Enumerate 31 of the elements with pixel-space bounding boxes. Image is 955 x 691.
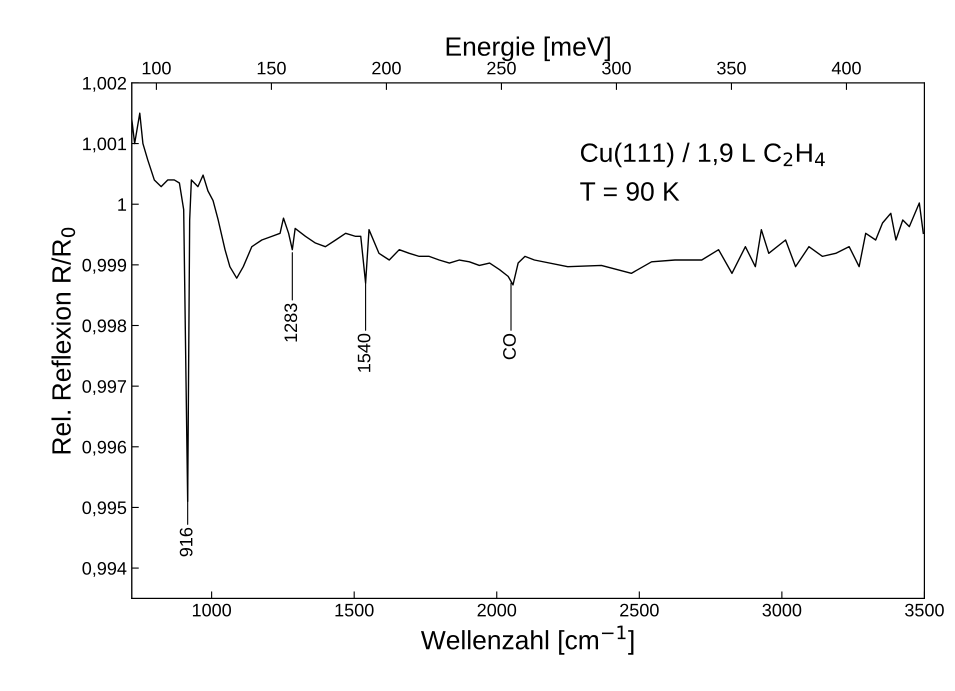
y-tick-label: 0,998 [82, 319, 126, 334]
x2-tick-label: 100 [142, 62, 171, 74]
annotation: CO [503, 334, 516, 360]
x2-tick-label: 200 [372, 62, 401, 74]
x2-axis-title: Energie [meV] [446, 36, 610, 62]
x-tick-label: 1500 [335, 604, 374, 617]
annotation: 1540 [358, 334, 370, 372]
annotation: T = 90 K [580, 182, 680, 201]
x-tick-label: 3500 [905, 604, 944, 617]
x2-tick-label: 150 [258, 62, 286, 74]
x-tick-label: 2500 [620, 604, 659, 617]
annotation: 916 [180, 528, 193, 556]
y-tick-label: 0,994 [82, 562, 126, 577]
x2-tick-label: 350 [717, 62, 746, 74]
x2-tick-label: 400 [832, 62, 861, 74]
y-tick-label: 0,995 [82, 501, 126, 516]
x2-tick-label: 300 [602, 62, 631, 74]
y-tick-label: 1,002 [83, 76, 126, 92]
y-axis-title: Rel. Reflexion R/R$_{0}$ [51, 228, 76, 454]
x-tick-label: 3000 [762, 604, 802, 617]
annotation: 1283 [284, 304, 298, 342]
x-tick-label: 1000 [192, 604, 232, 617]
y-tick-label: 0,996 [82, 440, 126, 456]
y-tick-label: 0,997 [82, 380, 126, 395]
x-axis-title: Wellenzahl [cm$^{−1}$] [420, 626, 634, 655]
y-tick-label: 0,999 [82, 258, 126, 274]
y-tick-label: 1,001 [83, 138, 126, 152]
y-tick-label: 1 [118, 198, 126, 211]
x2-tick-label: 250 [487, 62, 516, 74]
x-tick-label: 2000 [478, 604, 516, 617]
annotation: Cu(111) / 1,9 L C$_{2}$H$_{4}$ [580, 142, 825, 168]
